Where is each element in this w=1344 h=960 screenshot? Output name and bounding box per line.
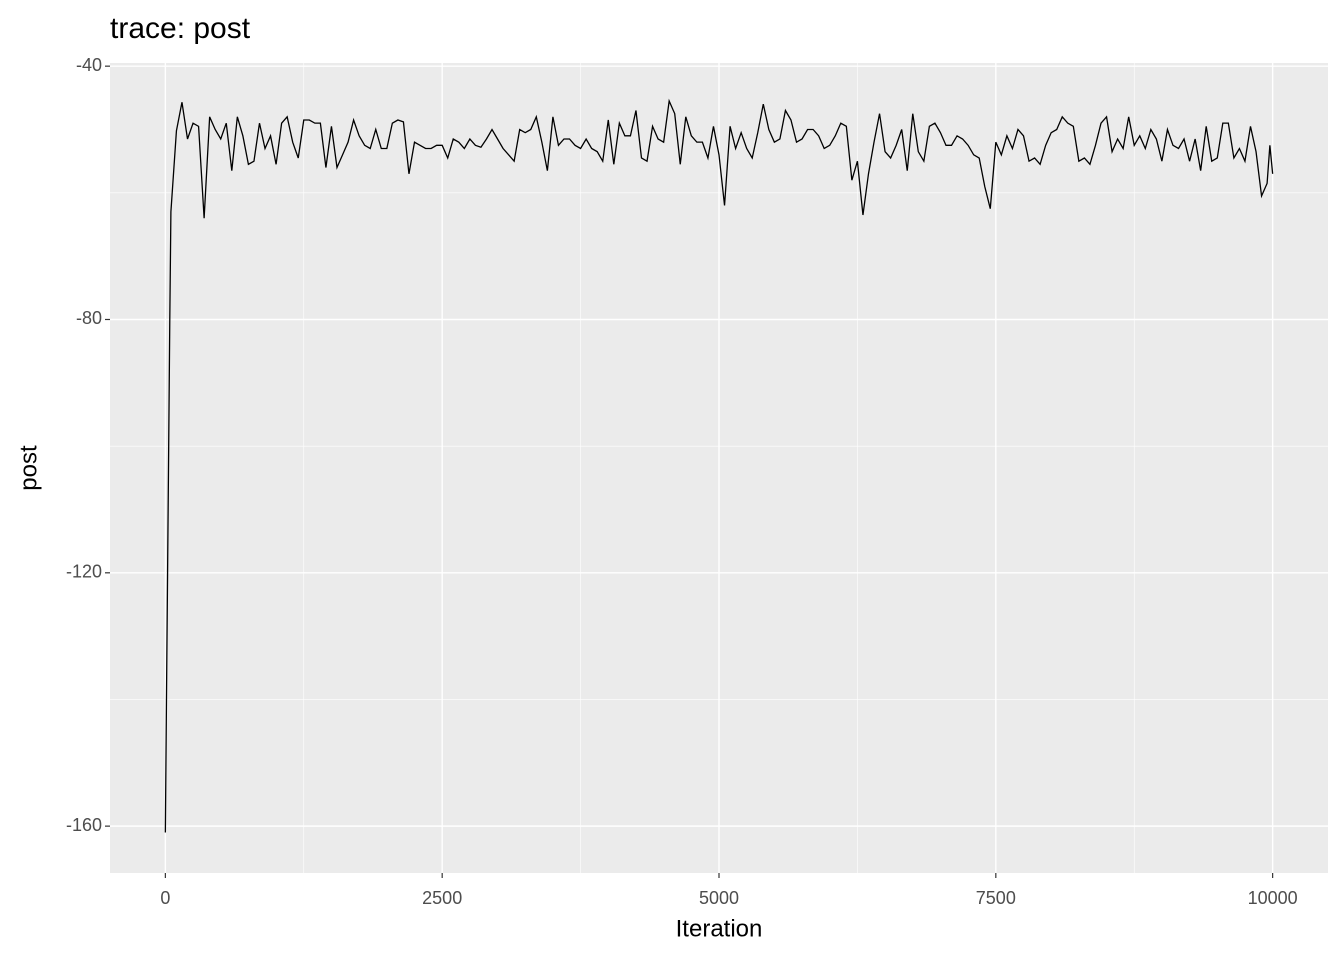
- x-tick-label: 0: [160, 888, 170, 908]
- x-tick-label: 5000: [699, 888, 739, 908]
- trace-line: [164, 98, 1274, 833]
- y-tick-label: -40: [76, 55, 102, 75]
- y-tick-label: -120: [66, 562, 102, 582]
- y-axis-label: post: [15, 445, 42, 491]
- x-tick-label: 7500: [976, 888, 1016, 908]
- x-axis-label: Iteration: [676, 915, 763, 942]
- x-tick-label: 2500: [422, 888, 462, 908]
- x-tick-label: 10000: [1248, 888, 1298, 908]
- y-tick-label: -80: [76, 308, 102, 328]
- y-tick-label: -160: [66, 815, 102, 835]
- chart-title: trace: post: [110, 12, 251, 45]
